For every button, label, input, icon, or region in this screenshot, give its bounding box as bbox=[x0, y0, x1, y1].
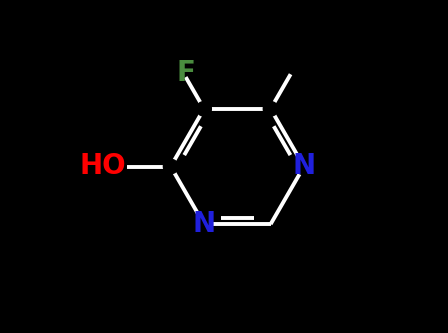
Circle shape bbox=[197, 102, 211, 116]
Text: HO: HO bbox=[79, 153, 126, 180]
Circle shape bbox=[196, 216, 212, 232]
Circle shape bbox=[164, 159, 178, 174]
Text: N: N bbox=[293, 153, 315, 180]
Circle shape bbox=[296, 158, 312, 175]
Text: F: F bbox=[176, 59, 195, 87]
Circle shape bbox=[263, 102, 278, 116]
Text: N: N bbox=[193, 210, 215, 238]
